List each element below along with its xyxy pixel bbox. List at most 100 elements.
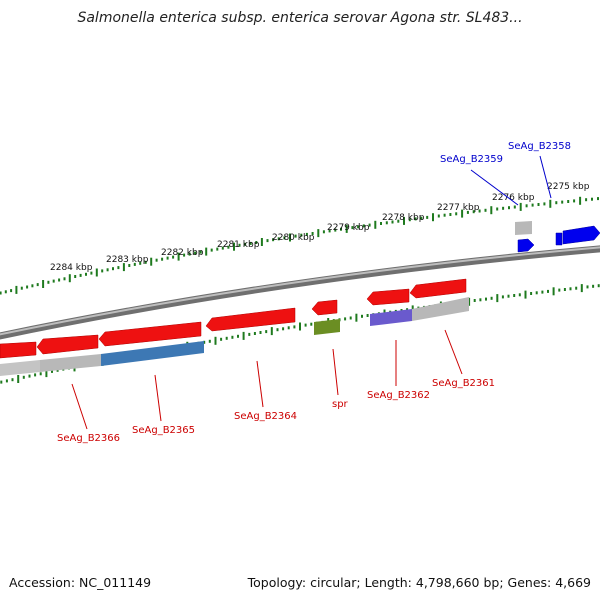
minor-tick [79,273,82,277]
cog-block[interactable] [101,341,204,366]
major-tick [177,252,180,261]
major-tick [403,216,405,225]
minor-tick [586,285,589,289]
minor-tick [558,288,561,292]
minor-tick [237,334,239,338]
minor-tick [52,279,55,283]
major-tick [552,287,555,296]
minor-tick [408,218,411,222]
minor-tick [194,251,197,255]
gene-label[interactable]: SeAg_B2364 [234,411,297,422]
minor-tick [203,340,206,344]
major-tick [374,220,377,229]
minor-tick [543,202,546,206]
cds-feature[interactable] [555,232,563,246]
minor-tick [573,199,576,203]
genome-summary-text: Topology: circular; Length: 4,798,660 bp… [247,575,591,590]
minor-tick [530,292,533,295]
major-tick [122,263,125,272]
minor-tick [51,369,53,373]
gene-label[interactable]: SeAg_B2366 [57,433,120,444]
major-tick [15,285,18,294]
gene-label[interactable]: spr [332,399,349,410]
minor-tick [90,271,93,275]
minor-tick [188,252,191,256]
minor-tick [231,335,234,339]
cds-feature[interactable] [36,334,99,355]
cog-block[interactable] [40,354,101,372]
minor-tick [11,378,14,382]
label-leader-lines [71,155,552,430]
genome-backbone-highlight [0,246,600,336]
major-tick [524,290,527,299]
minor-tick [502,206,505,210]
outer-tick-ring [0,196,599,295]
minor-tick [455,212,458,216]
cds-feature[interactable] [205,307,296,332]
minor-tick [508,206,510,210]
minor-tick [85,272,87,276]
minor-tick [36,283,39,287]
cds-feature[interactable] [311,299,338,316]
scale-label: 2278 kbp [382,213,425,223]
minor-tick [391,220,394,224]
cog-block[interactable] [370,309,412,326]
minor-tick [437,214,440,218]
gene-label[interactable]: SeAg_B2361 [432,378,495,389]
minor-tick [311,232,314,235]
minor-tick [276,328,279,332]
minor-tick [283,236,286,240]
minor-tick [161,257,164,261]
cds-feature[interactable] [98,321,202,347]
major-tick [289,233,291,242]
scale-label: 2275 kbp [547,182,590,192]
minor-tick [366,314,369,317]
minor-tick [155,258,158,262]
minor-tick [368,223,371,227]
minor-tick [334,228,337,232]
genome-title: Salmonella enterica subsp. enterica sero… [77,10,523,26]
cog-block[interactable] [515,221,532,235]
minor-tick [473,299,476,302]
minor-tick [385,221,388,225]
cog-block[interactable] [412,297,469,321]
cds-feature[interactable] [562,225,600,245]
cog-block[interactable] [314,319,340,335]
minor-tick [397,219,400,223]
minor-tick [361,314,363,318]
gene-label[interactable]: SeAg_B2358 [508,141,571,152]
scale-label: 2281 kbp [217,240,260,250]
minor-tick [484,208,487,212]
minor-tick [0,291,2,295]
cog-block[interactable] [0,360,40,376]
accession-text: Accession: NC_011149 [9,575,152,590]
major-tick [432,213,434,222]
scale-label: 2276 kbp [492,193,535,203]
minor-tick [253,332,256,335]
gene-label[interactable]: SeAg_B2359 [440,154,503,165]
major-tick [468,297,471,306]
cds-feature[interactable] [517,238,535,253]
cds-feature[interactable] [366,288,410,306]
minor-tick [266,239,269,243]
minor-tick [144,260,147,264]
cds-feature[interactable] [0,341,37,359]
minor-tick [225,336,228,340]
minor-tick [569,287,572,291]
minor-tick [496,207,499,211]
minor-tick [4,290,7,294]
major-tick [205,247,208,256]
minor-tick [305,232,308,236]
minor-tick [501,295,504,299]
gene-label[interactable]: SeAg_B2365 [132,425,195,436]
minor-tick [282,327,285,331]
minor-tick [563,288,566,291]
minor-tick [249,241,252,245]
minor-tick [221,246,224,250]
minor-tick [293,325,296,329]
gene-label[interactable]: SeAg_B2362 [367,390,430,401]
cds-feature[interactable] [409,278,467,299]
minor-tick [507,294,510,298]
